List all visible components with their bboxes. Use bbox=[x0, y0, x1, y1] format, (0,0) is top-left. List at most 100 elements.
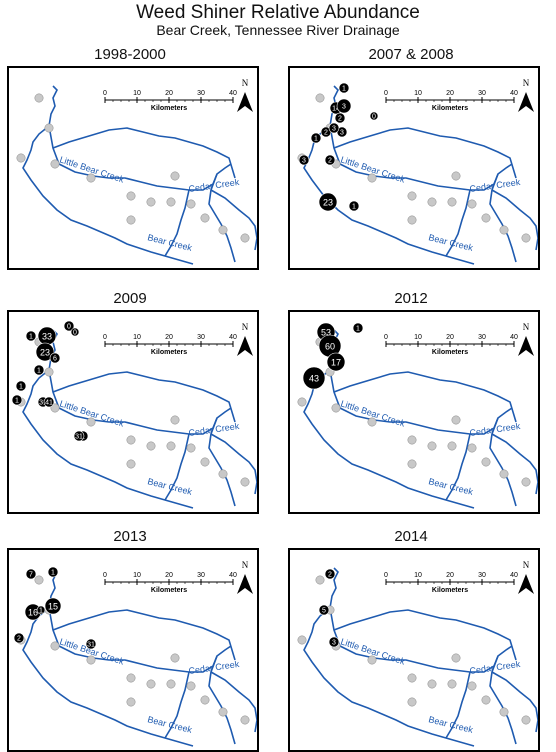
stream-line bbox=[22, 85, 194, 265]
site-absent bbox=[407, 191, 417, 201]
site-absent bbox=[240, 233, 250, 243]
stream-line bbox=[333, 371, 517, 423]
site-absent bbox=[407, 673, 417, 683]
site-absent bbox=[34, 575, 44, 585]
scale-tick-label: 30 bbox=[197, 90, 205, 97]
stream-line bbox=[333, 609, 517, 661]
site-absent bbox=[447, 197, 457, 207]
site-present bbox=[328, 122, 340, 134]
scale-tick-label: 0 bbox=[103, 334, 107, 341]
site-count-label: 7 bbox=[29, 572, 33, 579]
site-present bbox=[324, 154, 336, 166]
site-absent bbox=[467, 443, 477, 453]
site-present bbox=[352, 322, 364, 334]
map-panel: Little Bear Creek Cedar Creek Bear Creek 0 1… bbox=[7, 310, 259, 514]
site-present bbox=[13, 632, 25, 644]
site-present bbox=[25, 568, 37, 580]
stream-line bbox=[164, 189, 190, 257]
site-present bbox=[369, 111, 379, 121]
stream-line bbox=[333, 127, 517, 179]
site-absent bbox=[86, 417, 96, 427]
site-absent bbox=[499, 225, 509, 235]
scale-unit-label: Kilometers bbox=[432, 587, 468, 594]
site-absent bbox=[240, 477, 250, 487]
map-panel: Little Bear Creek Cedar Creek Bear Creek 0 1… bbox=[288, 310, 540, 514]
scale-tick-label: 40 bbox=[510, 90, 518, 97]
site-absent bbox=[467, 199, 477, 209]
site-absent bbox=[166, 197, 176, 207]
panel-title: 2013 bbox=[113, 528, 147, 545]
site-absent bbox=[499, 707, 509, 717]
figure-subtitle: Bear Creek, Tennessee River Drainage bbox=[156, 22, 400, 38]
scale-tick-label: 0 bbox=[384, 572, 388, 579]
site-count-label: 23 bbox=[323, 198, 333, 208]
site-present bbox=[47, 566, 59, 578]
site-count-label: 43 bbox=[309, 374, 319, 384]
stream-line bbox=[491, 433, 538, 495]
stream-line bbox=[445, 189, 471, 257]
site-absent bbox=[34, 93, 44, 103]
site-count-label: 3 bbox=[332, 126, 336, 133]
site-present bbox=[73, 430, 85, 442]
site-count-label: 33 bbox=[42, 332, 52, 342]
site-count-label: 1 bbox=[356, 326, 360, 333]
stream-line bbox=[491, 671, 538, 733]
site-count-label: 0 bbox=[372, 114, 376, 121]
scale-tick-label: 0 bbox=[103, 572, 107, 579]
site-present bbox=[334, 112, 346, 124]
site-absent bbox=[200, 695, 210, 705]
scale-tick-label: 20 bbox=[165, 572, 173, 579]
scale-tick-label: 10 bbox=[414, 334, 422, 341]
site-absent bbox=[186, 681, 196, 691]
site-absent bbox=[86, 173, 96, 183]
north-arrow-icon bbox=[237, 574, 253, 594]
site-absent bbox=[521, 233, 531, 243]
site-count-label: 23 bbox=[40, 348, 50, 358]
scale-tick-label: 10 bbox=[133, 572, 141, 579]
scale-tick-label: 20 bbox=[446, 334, 454, 341]
stream-line bbox=[48, 125, 232, 191]
site-present bbox=[35, 342, 55, 362]
stream-line bbox=[329, 369, 513, 435]
scale-tick-label: 20 bbox=[165, 334, 173, 341]
stream-line bbox=[210, 189, 257, 251]
label-bear-creek: Bear Creek bbox=[147, 232, 194, 253]
site-absent bbox=[146, 197, 156, 207]
site-absent bbox=[50, 159, 60, 169]
panel-title: 1998-2000 bbox=[94, 46, 166, 63]
site-absent bbox=[166, 679, 176, 689]
site-count-label: 1 bbox=[51, 570, 55, 577]
label-bear-creek: Bear Creek bbox=[428, 714, 475, 735]
site-absent bbox=[218, 469, 228, 479]
stream-line bbox=[489, 417, 517, 507]
site-present bbox=[298, 154, 310, 166]
site-present bbox=[44, 597, 62, 615]
site-count-label: 15 bbox=[48, 602, 58, 612]
site-absent bbox=[367, 173, 377, 183]
site-count-label: 31 bbox=[87, 642, 95, 649]
site-present bbox=[326, 352, 346, 372]
site-absent bbox=[170, 171, 180, 181]
stream-line bbox=[210, 671, 257, 733]
site-absent bbox=[126, 215, 136, 225]
stream-line bbox=[48, 607, 232, 673]
site-present bbox=[302, 366, 326, 390]
site-absent bbox=[407, 697, 417, 707]
site-present bbox=[25, 330, 37, 342]
site-present bbox=[49, 352, 61, 364]
site-absent bbox=[315, 93, 325, 103]
site-count-label: 14 bbox=[332, 106, 340, 113]
site-present bbox=[85, 638, 97, 650]
site-absent bbox=[407, 435, 417, 445]
site-absent bbox=[481, 695, 491, 705]
site-count-label: 2 bbox=[324, 130, 328, 137]
site-absent bbox=[367, 655, 377, 665]
panel-title: 2012 bbox=[394, 290, 428, 307]
site-absent bbox=[331, 403, 341, 413]
site-present bbox=[43, 396, 55, 408]
stream-line bbox=[445, 433, 471, 501]
site-count-label: 1 bbox=[37, 368, 41, 375]
map-panel: Little Bear Creek Cedar Creek Bear Creek 0 1… bbox=[288, 66, 540, 270]
